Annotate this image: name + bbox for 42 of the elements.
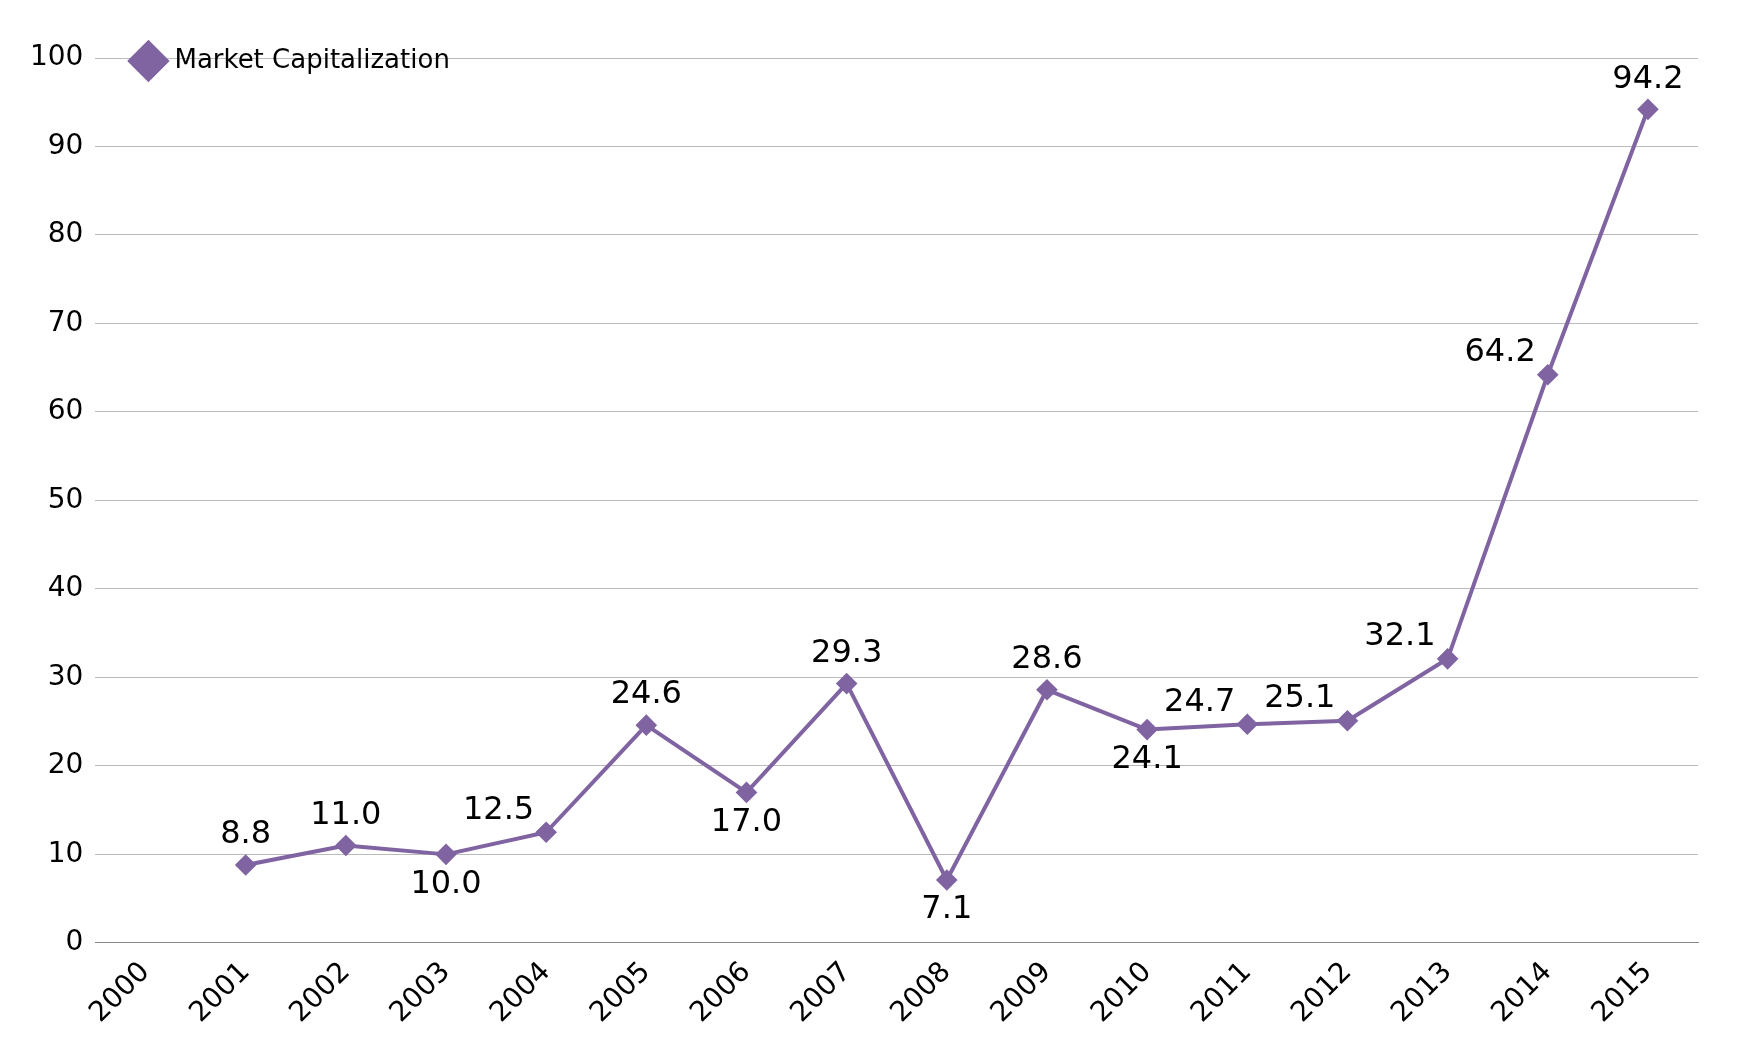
data-label: 94.2 bbox=[1612, 57, 1684, 96]
y-tick-label: 30 bbox=[47, 658, 84, 692]
y-tick-label: 90 bbox=[47, 127, 84, 161]
point bbox=[235, 854, 256, 875]
point bbox=[1437, 648, 1458, 669]
y-tick-label: 60 bbox=[47, 393, 84, 427]
point bbox=[335, 835, 356, 856]
y-tick-label: 50 bbox=[47, 481, 84, 515]
point bbox=[1036, 679, 1057, 700]
data-label: 64.2 bbox=[1464, 331, 1536, 370]
data-label: 12.5 bbox=[462, 788, 535, 827]
data-label: 24.1 bbox=[1111, 737, 1183, 776]
point bbox=[636, 715, 657, 736]
data-label: 11.0 bbox=[310, 793, 382, 832]
data-label: 25.1 bbox=[1264, 677, 1336, 716]
legend-label: Market Capitalization bbox=[174, 43, 450, 74]
y-tick-label: 10 bbox=[47, 835, 84, 869]
y-tick-label: 70 bbox=[47, 304, 84, 338]
y-tick-label: 100 bbox=[29, 39, 84, 73]
data-label: 24.6 bbox=[610, 673, 682, 712]
point bbox=[536, 822, 557, 843]
data-label: 7.1 bbox=[921, 888, 973, 927]
point bbox=[1637, 99, 1658, 120]
data-label: 28.6 bbox=[1011, 638, 1083, 677]
point bbox=[1237, 714, 1258, 735]
point bbox=[436, 844, 456, 865]
data-label: 8.8 bbox=[220, 813, 272, 852]
point bbox=[836, 673, 857, 694]
data-label: 10.0 bbox=[410, 862, 482, 901]
point bbox=[1337, 710, 1358, 731]
point bbox=[1137, 719, 1158, 740]
point bbox=[736, 782, 757, 803]
y-tick-label: 0 bbox=[65, 924, 84, 958]
y-tick-label: 80 bbox=[47, 216, 84, 250]
y-tick-label: 40 bbox=[47, 570, 84, 604]
data-label: 32.1 bbox=[1364, 615, 1436, 654]
point bbox=[936, 870, 957, 891]
data-label: 17.0 bbox=[710, 800, 783, 839]
data-label: 29.3 bbox=[811, 631, 883, 670]
data-label: 24.7 bbox=[1164, 680, 1236, 719]
point bbox=[1537, 364, 1558, 385]
y-tick-label: 20 bbox=[47, 747, 84, 781]
